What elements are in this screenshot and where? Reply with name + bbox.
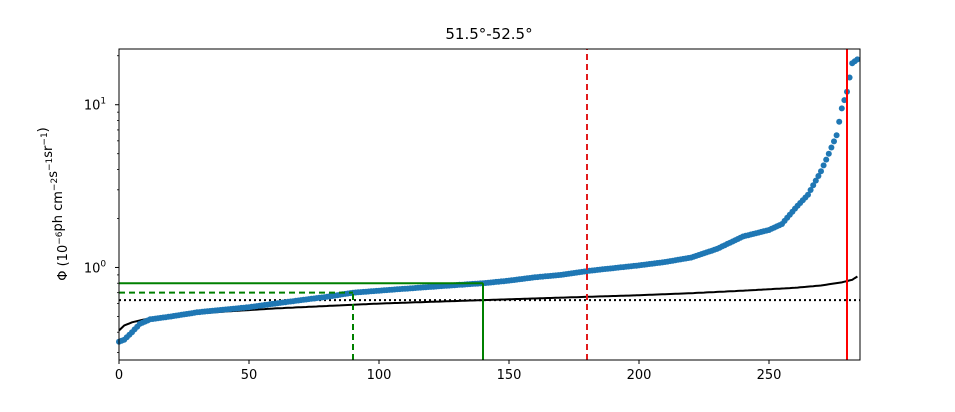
data-point (815, 173, 822, 179)
x-tick-label: 50 (241, 368, 258, 383)
data-point (825, 150, 832, 157)
plot-area (116, 49, 861, 360)
data-point (805, 191, 811, 198)
data-point (831, 138, 837, 145)
data-point (846, 74, 853, 81)
x-tick-label: 0 (115, 368, 123, 383)
data-point (812, 177, 819, 184)
data-point (810, 182, 817, 189)
x-tick-label: 250 (757, 368, 782, 383)
y-tick-label: 100 (84, 259, 107, 276)
data-point (807, 187, 814, 193)
data-point (820, 162, 827, 169)
data-point (823, 156, 830, 163)
data-point (833, 132, 840, 139)
data-point (828, 144, 835, 151)
data-point (818, 168, 824, 175)
x-tick-label: 100 (367, 368, 392, 383)
y-axis-label: Φ (10−6ph cm−2s−1sr−1) (36, 127, 71, 281)
data-point (836, 118, 843, 125)
y-tick-label: 101 (84, 97, 106, 114)
data-point (838, 105, 845, 112)
x-tick-label: 150 (497, 368, 522, 383)
plot-frame (118, 48, 861, 361)
data-point (841, 97, 848, 104)
x-tick-label: 200 (627, 368, 652, 383)
axes: 0 50 100 150 200 250 100 101 (84, 55, 782, 383)
chart-title: 51.5°-52.5° (445, 25, 532, 43)
data-point (854, 56, 861, 63)
